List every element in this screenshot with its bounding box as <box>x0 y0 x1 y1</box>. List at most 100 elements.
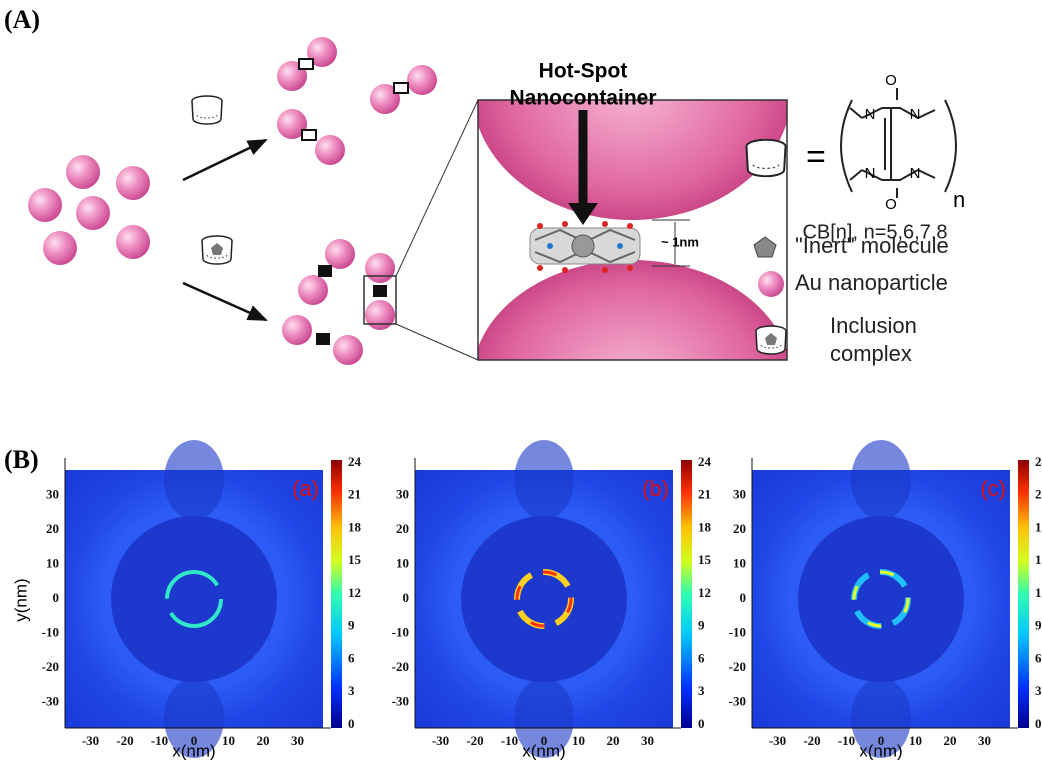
x-tick-label: 20 <box>257 733 270 748</box>
colorbar-label: 24 <box>1035 454 1042 469</box>
colorbar-label: 6 <box>348 650 355 665</box>
x-tick-label: 30 <box>291 733 304 748</box>
colorbar-label: 12 <box>348 585 361 600</box>
y-tick-label: 30 <box>46 486 59 501</box>
particle <box>798 516 964 682</box>
shadow <box>851 440 911 520</box>
y-tick-label: -10 <box>729 624 746 639</box>
x-tick-label: -20 <box>116 733 133 748</box>
plot-label: (a) <box>292 476 319 501</box>
figure: (A) Hot-Spot Nanocontainer ~ 1nm = O O N… <box>0 0 1042 760</box>
shadow <box>514 440 574 520</box>
svg-text:N: N <box>910 106 921 123</box>
y-tick-label: 20 <box>396 521 409 536</box>
x-tick-label: -10 <box>151 733 168 748</box>
colorbar-label: 21 <box>348 487 361 502</box>
x-tick-label: 10 <box>572 733 585 748</box>
cb-icon <box>747 140 786 176</box>
legend-label: complex <box>830 341 912 366</box>
legend-label: Inclusion <box>830 313 917 338</box>
x-tick-label: 20 <box>944 733 957 748</box>
colorbar-label: 3 <box>348 683 355 698</box>
y-tick-label: 30 <box>396 486 409 501</box>
y-tick-label: -30 <box>392 693 409 708</box>
colorbar-label: 0 <box>698 716 705 731</box>
colorbar-label: 0 <box>1035 716 1042 731</box>
hotspot-title: Hot-Spot <box>539 60 628 83</box>
colorbar-label: 12 <box>698 585 711 600</box>
zoom-line <box>396 100 478 276</box>
legend-label: "Inert" molecule <box>795 233 949 258</box>
colorbar <box>1018 460 1029 728</box>
colorbar-label: 21 <box>1035 487 1042 502</box>
svg-text:n: n <box>953 187 965 212</box>
colorbar-label: 3 <box>698 683 705 698</box>
colorbar-label: 9 <box>698 618 705 633</box>
x-axis-label: x(nm) <box>172 741 215 760</box>
y-tick-label: -20 <box>392 659 409 674</box>
x-tick-label: -30 <box>82 733 99 748</box>
colorbar-label: 6 <box>1035 650 1042 665</box>
svg-text:O: O <box>885 72 897 89</box>
colorbar <box>681 460 692 728</box>
colorbar-label: 18 <box>698 519 712 534</box>
colorbar-label: 15 <box>348 552 362 567</box>
x-axis-label: x(nm) <box>522 741 565 760</box>
colorbar-label: 18 <box>348 519 362 534</box>
arrow <box>183 283 266 320</box>
colorbar-label: 24 <box>348 454 362 469</box>
colorbar-label: 9 <box>1035 618 1042 633</box>
x-tick-label: 20 <box>607 733 620 748</box>
particle <box>111 516 277 682</box>
y-tick-label: -20 <box>42 659 59 674</box>
colorbar-label: 12 <box>1035 585 1042 600</box>
colorbar-label: 15 <box>1035 552 1042 567</box>
colorbar-label: 15 <box>698 552 712 567</box>
y-tick-label: 10 <box>733 555 746 570</box>
shadow <box>164 440 224 520</box>
y-tick-label: -10 <box>392 624 409 639</box>
y-tick-label: -20 <box>729 659 746 674</box>
x-tick-label: -30 <box>769 733 786 748</box>
cb-icon <box>192 96 222 124</box>
panel-label: (B) <box>4 445 39 474</box>
dimers <box>277 37 437 365</box>
y-axis-label: y(nm) <box>11 578 30 621</box>
svg-text:N: N <box>865 106 876 123</box>
y-tick-label: 0 <box>403 590 410 605</box>
x-tick-label: -20 <box>466 733 483 748</box>
legend-label: Au nanoparticle <box>795 270 948 295</box>
panel-label: (A) <box>4 5 40 34</box>
colorbar-label: 3 <box>1035 683 1042 698</box>
zoom-line <box>396 324 478 360</box>
y-tick-label: -30 <box>729 693 746 708</box>
svg-text:N: N <box>910 165 921 182</box>
colorbar-label: 24 <box>698 454 712 469</box>
y-tick-label: 20 <box>733 521 746 536</box>
x-tick-label: -20 <box>803 733 820 748</box>
formula-atoms: O O N N N N n <box>865 72 966 213</box>
colorbar-label: 0 <box>348 716 355 731</box>
colorbar-label: 6 <box>698 650 705 665</box>
plot-label: (b) <box>642 476 669 501</box>
formula <box>841 88 956 198</box>
y-tick-label: 20 <box>46 521 59 536</box>
plot-label: (c) <box>980 476 1006 501</box>
colorbar-label: 18 <box>1035 519 1042 534</box>
x-axis-label: x(nm) <box>859 741 902 760</box>
x-tick-label: 30 <box>978 733 991 748</box>
gap-label: ~ 1nm <box>661 234 699 249</box>
svg-text:N: N <box>865 165 876 182</box>
y-tick-label: 10 <box>396 555 409 570</box>
inclusion-icon <box>202 236 232 264</box>
x-tick-label: -30 <box>432 733 449 748</box>
colorbar-label: 21 <box>698 487 711 502</box>
x-tick-label: 10 <box>909 733 922 748</box>
x-tick-label: 10 <box>222 733 235 748</box>
nanoparticles <box>28 155 150 265</box>
y-tick-label: 10 <box>46 555 59 570</box>
y-tick-label: -10 <box>42 624 59 639</box>
x-tick-label: -10 <box>838 733 855 748</box>
hotspot-title: Nanocontainer <box>509 87 656 110</box>
